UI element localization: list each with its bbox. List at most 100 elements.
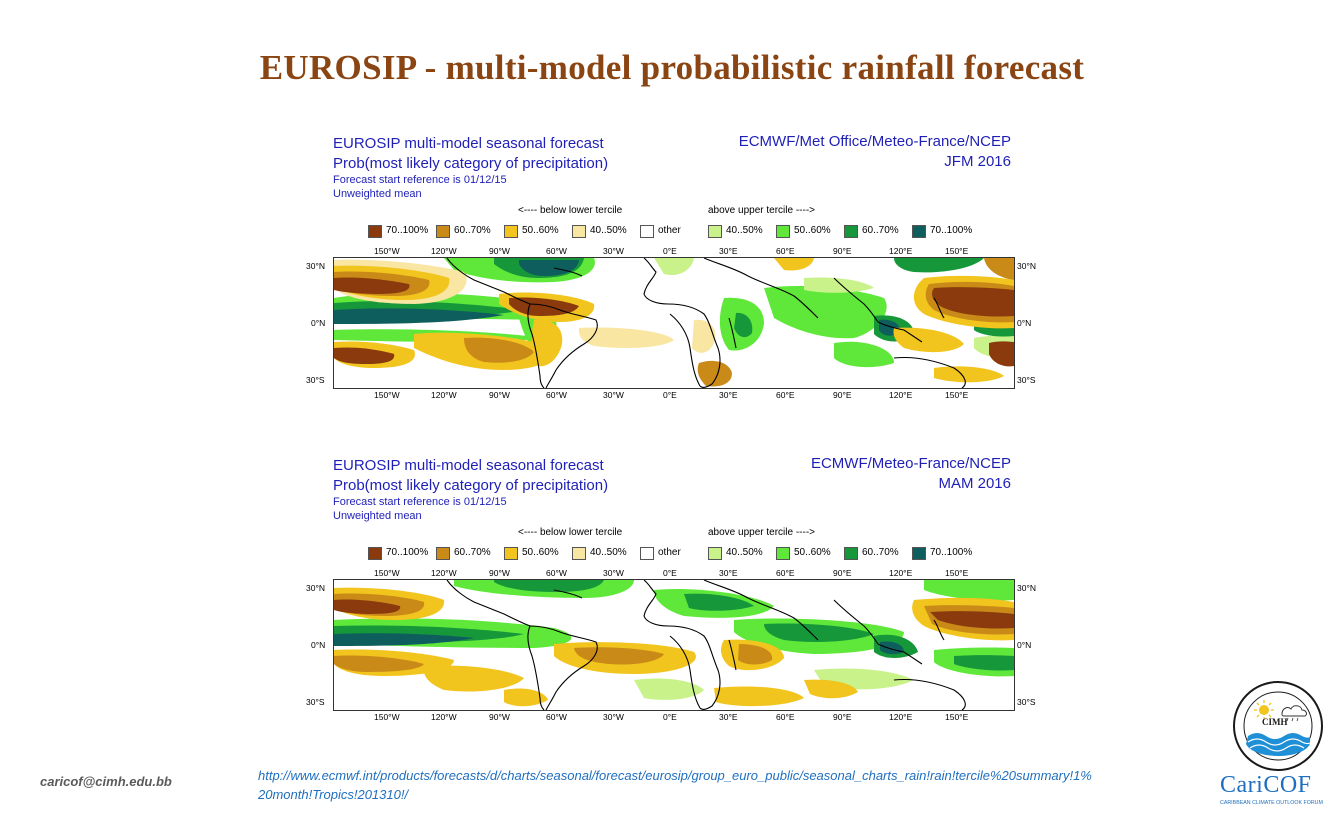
legend-below-label: <---- below lower tercile xyxy=(518,205,623,216)
lon-label: 30°E xyxy=(719,568,738,578)
panel-forecast-start: Forecast start reference is 01/12/15 xyxy=(333,174,507,186)
lon-label: 150°W xyxy=(374,712,400,722)
lon-label: 150°E xyxy=(945,568,969,578)
legend-label: 40..50% xyxy=(726,547,763,558)
source-url-link[interactable]: http://www.ecmwf.int/products/forecasts/… xyxy=(258,768,1092,802)
lon-label: 150°E xyxy=(945,246,969,256)
lat-label: 30°N xyxy=(306,261,325,271)
lon-label: 30°E xyxy=(719,712,738,722)
legend-label: 50..60% xyxy=(522,225,559,236)
panel-source: ECMWF/Meteo-France/NCEP xyxy=(810,455,1011,472)
lon-label: 90°W xyxy=(489,246,510,256)
lat-label: 30°N xyxy=(306,583,325,593)
legend-label: 50..60% xyxy=(794,547,831,558)
legend-label: 60..70% xyxy=(454,547,491,558)
lon-label: 120°W xyxy=(431,568,457,578)
lon-label: 90°E xyxy=(833,712,852,722)
forecast-panel-jfm: EUROSIP multi-model seasonal forecast Pr… xyxy=(300,130,1045,415)
legend-swatch xyxy=(912,547,926,560)
lon-label: 120°W xyxy=(431,390,457,400)
forecast-panel-mam: EUROSIP multi-model seasonal forecast Pr… xyxy=(300,452,1045,737)
lon-label: 90°E xyxy=(833,568,852,578)
legend-swatch xyxy=(436,225,450,238)
cimh-seal-icon xyxy=(1233,681,1323,771)
legend-swatch xyxy=(572,225,586,238)
panel-season: MAM 2016 xyxy=(938,475,1011,492)
lon-label: 60°E xyxy=(776,390,795,400)
lon-label: 90°E xyxy=(833,246,852,256)
lat-label: 30°S xyxy=(306,375,325,385)
legend-label: 50..60% xyxy=(522,547,559,558)
lon-label: 90°W xyxy=(489,712,510,722)
legend-swatch xyxy=(844,225,858,238)
lon-label: 150°W xyxy=(374,246,400,256)
panel-weighting: Unweighted mean xyxy=(333,510,422,522)
lon-label: 120°W xyxy=(431,246,457,256)
legend-above-label: above upper tercile ----> xyxy=(708,527,815,538)
lat-label: 30°S xyxy=(1017,697,1036,707)
legend-swatch xyxy=(708,225,722,238)
lon-label: 60°W xyxy=(546,246,567,256)
lon-label: 120°E xyxy=(889,246,913,256)
lat-label: 30°N xyxy=(1017,583,1036,593)
legend-below-label: <---- below lower tercile xyxy=(518,527,623,538)
legend-swatch xyxy=(844,547,858,560)
lat-label: 30°S xyxy=(1017,375,1036,385)
slide-title: EUROSIP - multi-model probabilistic rain… xyxy=(259,48,1085,87)
lon-label: 30°W xyxy=(603,712,624,722)
legend-label: 60..70% xyxy=(862,547,899,558)
legend-swatch xyxy=(436,547,450,560)
lon-label: 90°E xyxy=(833,390,852,400)
legend-label: 60..70% xyxy=(862,225,899,236)
panel-title-line2: Prob(most likely category of precipitati… xyxy=(333,155,609,172)
legend-label: 50..60% xyxy=(794,225,831,236)
legend-swatch xyxy=(368,547,382,560)
legend-label: other xyxy=(658,547,681,558)
lon-label: 60°E xyxy=(776,246,795,256)
legend-label: 70..100% xyxy=(386,225,429,236)
caricof-logo: CIMH CariCOF CARIBBEAN CLIMATE OUTLOOK F… xyxy=(1218,680,1342,810)
legend-label: 60..70% xyxy=(454,225,491,236)
lon-label: 90°W xyxy=(489,390,510,400)
lon-label: 0°E xyxy=(663,390,677,400)
lon-label: 30°W xyxy=(603,246,624,256)
panel-title-line2: Prob(most likely category of precipitati… xyxy=(333,477,609,494)
precip-map-jfm xyxy=(333,257,1015,389)
legend-label: 40..50% xyxy=(590,225,627,236)
lon-label: 90°W xyxy=(489,568,510,578)
legend-swatch xyxy=(640,547,654,560)
caricof-wordmark: CariCOF xyxy=(1220,772,1312,798)
lon-label: 120°E xyxy=(889,712,913,722)
lat-label: 30°S xyxy=(306,697,325,707)
legend-swatch xyxy=(776,547,790,560)
lat-label: 0°N xyxy=(311,640,326,650)
cimh-label: CIMH xyxy=(1262,717,1288,727)
lon-label: 60°E xyxy=(776,712,795,722)
panel-title-line1: EUROSIP multi-model seasonal forecast xyxy=(333,457,604,474)
legend-label: 40..50% xyxy=(590,547,627,558)
lon-label: 60°E xyxy=(776,568,795,578)
lon-label: 120°E xyxy=(889,390,913,400)
panel-season: JFM 2016 xyxy=(944,153,1011,170)
legend-swatch xyxy=(708,547,722,560)
lon-label: 150°W xyxy=(374,390,400,400)
legend-above-label: above upper tercile ----> xyxy=(708,205,815,216)
lon-label: 0°E xyxy=(663,246,677,256)
legend-label: 40..50% xyxy=(726,225,763,236)
lat-label: 30°N xyxy=(1017,261,1036,271)
lon-label: 30°E xyxy=(719,390,738,400)
legend-label: 70..100% xyxy=(930,547,973,558)
lat-label: 0°N xyxy=(1017,640,1032,650)
legend-swatch xyxy=(776,225,790,238)
lon-label: 120°E xyxy=(889,568,913,578)
lon-label: 0°E xyxy=(663,712,677,722)
legend-swatch xyxy=(504,225,518,238)
legend-swatch xyxy=(640,225,654,238)
precip-map-mam xyxy=(333,579,1015,711)
legend-label: 70..100% xyxy=(930,225,973,236)
contact-email: caricof@cimh.edu.bb xyxy=(40,774,172,789)
lat-label: 0°N xyxy=(1017,318,1032,328)
panel-forecast-start: Forecast start reference is 01/12/15 xyxy=(333,496,507,508)
lon-label: 0°E xyxy=(663,568,677,578)
lon-label: 150°E xyxy=(945,390,969,400)
